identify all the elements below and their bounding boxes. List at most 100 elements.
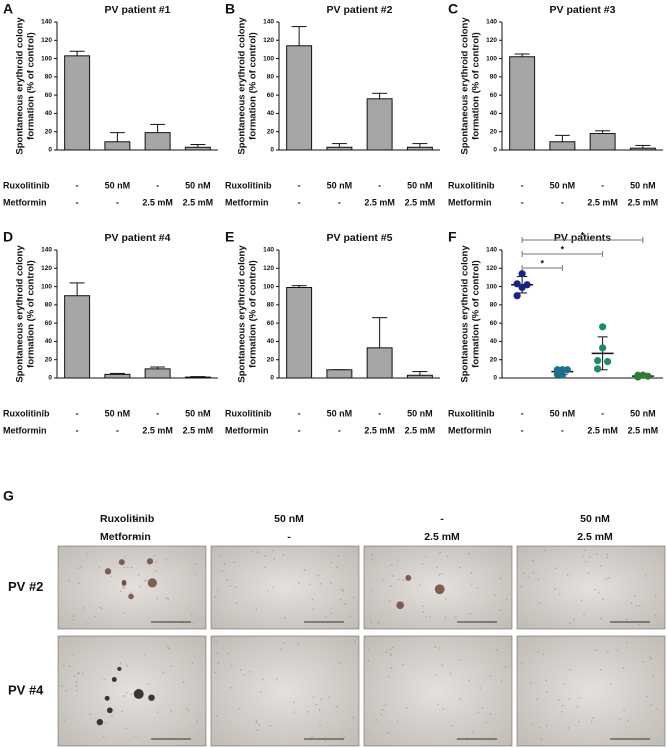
treatment-label: 2.5 mM — [628, 197, 659, 207]
cell — [330, 612, 333, 615]
cell — [421, 605, 424, 608]
cell — [293, 711, 295, 713]
y-tick-label: 0 — [270, 147, 274, 154]
cell — [303, 569, 306, 571]
colony — [117, 666, 122, 671]
cell — [230, 687, 232, 689]
treatment-label: 50 nM — [105, 180, 131, 190]
cell — [494, 594, 496, 596]
data-point — [513, 280, 521, 288]
row-label: Metformin — [3, 197, 47, 207]
cell — [595, 553, 598, 555]
y-tick-label: 0 — [48, 375, 52, 382]
y-tick-label: 140 — [41, 19, 52, 26]
cell — [65, 689, 67, 692]
cell — [76, 672, 79, 675]
y-tick-label: 80 — [490, 74, 498, 81]
cell — [249, 670, 251, 673]
cell — [78, 672, 80, 675]
cell — [627, 720, 629, 722]
cell — [573, 618, 575, 620]
cell — [654, 594, 657, 597]
micrograph — [516, 635, 666, 747]
cell — [191, 662, 194, 665]
treatment-label: 2.5 mM — [577, 531, 613, 543]
cell — [472, 731, 475, 734]
cell — [330, 582, 332, 584]
cell — [165, 597, 168, 599]
cell — [156, 597, 159, 600]
cell — [261, 678, 264, 681]
cell — [424, 555, 427, 558]
micrograph — [516, 545, 666, 630]
treatment-label: 2.5 mM — [142, 197, 173, 207]
treatment-label: 50 nM — [550, 180, 576, 190]
cell — [155, 570, 157, 572]
bar — [549, 141, 576, 151]
cell — [529, 681, 532, 684]
cell — [371, 589, 373, 592]
colony — [106, 707, 113, 714]
cell — [638, 605, 641, 608]
y-tick-label: 60 — [267, 92, 275, 99]
bar — [64, 295, 91, 379]
cell — [540, 738, 543, 740]
cell — [455, 615, 457, 618]
cell — [145, 579, 148, 581]
cell — [85, 552, 88, 555]
row-label: Ruxolitinib — [100, 513, 154, 525]
cell — [94, 615, 97, 618]
cell — [235, 602, 238, 604]
cell — [558, 699, 560, 702]
treatment-label: - — [134, 513, 138, 525]
cell — [298, 582, 300, 584]
cell — [563, 683, 566, 685]
panel-letter: G — [3, 488, 14, 504]
cell — [185, 707, 188, 710]
y-tick-label: 0 — [493, 147, 497, 154]
cell — [267, 589, 269, 592]
cell — [389, 652, 392, 655]
cell — [476, 586, 479, 589]
cell — [307, 711, 310, 713]
treatment-label: 50 nM — [580, 513, 610, 525]
cell — [139, 585, 142, 588]
treatment-label: - — [287, 531, 291, 543]
y-tick-label: 20 — [45, 128, 53, 135]
bar — [326, 369, 353, 379]
treatment-label: 50 nM — [407, 180, 433, 190]
y-tick-label: 100 — [41, 283, 52, 290]
cell — [580, 599, 583, 602]
cell — [584, 560, 587, 563]
cell — [583, 613, 585, 616]
y-tick-label: 140 — [41, 247, 52, 254]
cell — [337, 555, 340, 558]
cell — [342, 590, 344, 592]
cell — [630, 602, 633, 604]
bar — [366, 347, 393, 379]
cell — [584, 549, 586, 552]
colony — [96, 718, 104, 726]
cell — [367, 659, 370, 662]
cell — [605, 578, 608, 580]
cell — [223, 563, 226, 565]
cell — [119, 662, 122, 664]
treatment-label: 2.5 mM — [364, 425, 395, 435]
cell — [256, 729, 259, 731]
cell — [655, 708, 658, 710]
cell — [402, 579, 404, 581]
cell — [194, 563, 197, 565]
cell — [325, 616, 327, 619]
cell — [130, 566, 133, 569]
treatment-label: 2.5 mM — [587, 197, 618, 207]
cell — [123, 566, 126, 569]
bar — [286, 286, 313, 379]
row-label: Metformin — [448, 197, 492, 207]
cell — [434, 645, 437, 648]
cell — [477, 711, 480, 714]
cell — [459, 566, 461, 569]
cell — [272, 586, 274, 589]
treatment-label: - — [134, 531, 138, 543]
cell — [214, 596, 216, 598]
